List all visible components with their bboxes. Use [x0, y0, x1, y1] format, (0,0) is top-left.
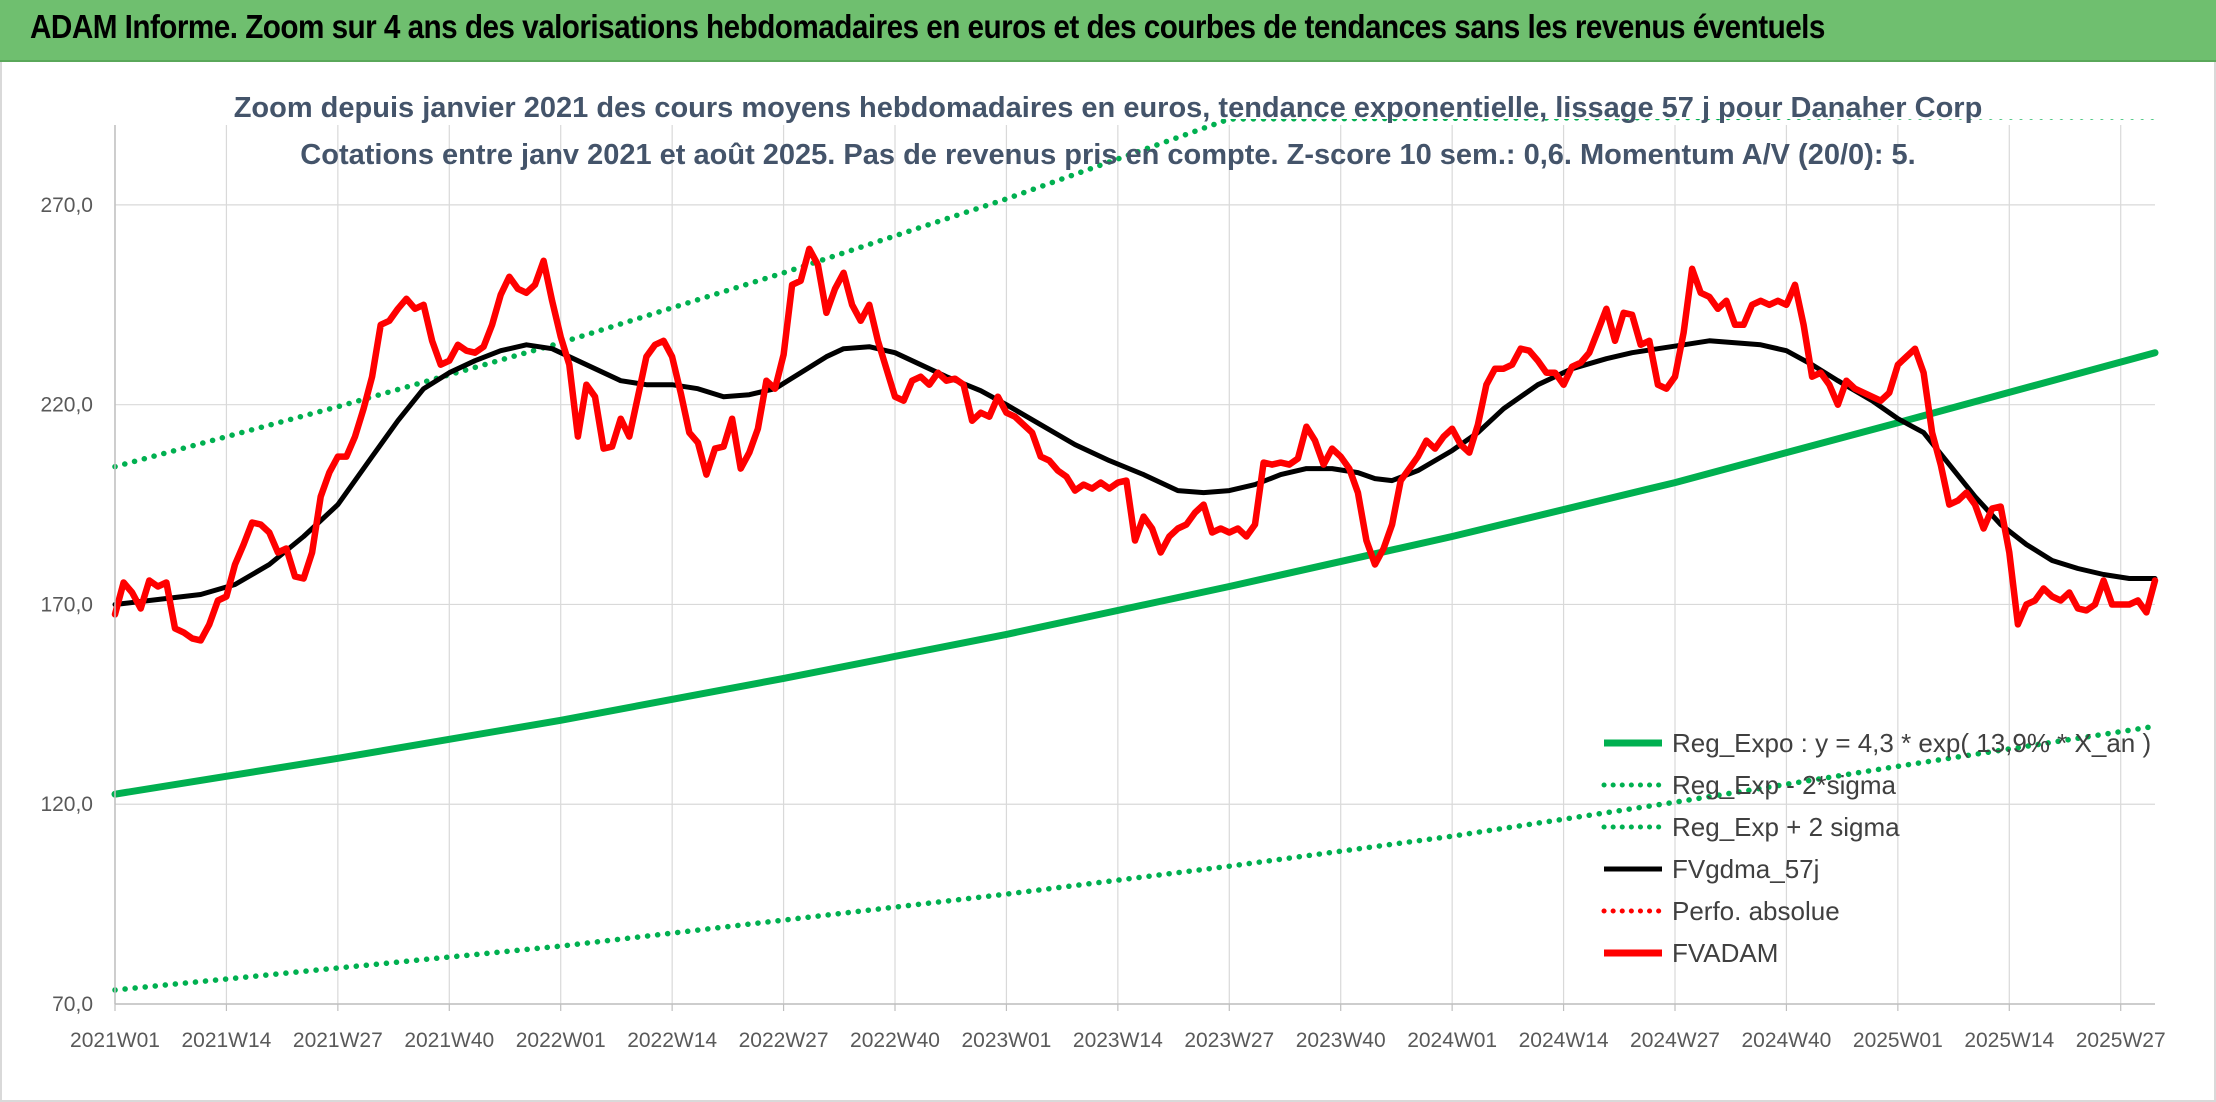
legend-label: Reg_Expo : y = 4,3 * exp( 13,9% * X_an ): [1672, 728, 2151, 758]
legend-label: Reg_Exp + 2 sigma: [1672, 812, 1900, 842]
legend-label: Perfo. absolue: [1672, 896, 1840, 926]
x-tick-label: 2023W40: [1296, 1029, 1386, 1052]
series-line-fvgdma-57j: [112, 338, 2158, 607]
x-tick-label: 2023W27: [1184, 1029, 1274, 1052]
legend-label: Reg_Exp - 2*sigma: [1672, 770, 1897, 800]
legend-item: FVgdma_57j: [1604, 854, 1819, 884]
axes: 2021W01 2021W14 2021W27 2021W40 2022W01 2022W…: [40, 125, 2166, 1052]
y-tick-label: 270,0: [40, 194, 93, 217]
x-tick-label: 2024W01: [1407, 1029, 1497, 1052]
legend-item: Reg_Exp + 2 sigma: [1601, 812, 1900, 842]
y-tick-label: 70,0: [52, 993, 93, 1016]
series-line-fvadam: [111, 245, 2159, 644]
legend-item: Perfo. absolue: [1601, 896, 1840, 926]
x-tick-label: 2025W27: [2076, 1029, 2166, 1052]
x-tick-label: 2023W01: [961, 1029, 1051, 1052]
x-tick-label: 2024W14: [1519, 1029, 1609, 1052]
series-line-reg-exp-minus-2sigma: [112, 723, 2158, 993]
x-tick-label: 2024W27: [1630, 1029, 1720, 1052]
x-tick-label: 2022W40: [850, 1029, 940, 1052]
x-tick-label: 2024W40: [1741, 1029, 1831, 1052]
x-tick-label: 2022W14: [627, 1029, 717, 1052]
header-bar: ADAM Informe. Zoom sur 4 ans des valoris…: [0, 0, 2216, 62]
x-tick-label: 2021W14: [181, 1029, 271, 1052]
chart-title: Zoom depuis janvier 2021 des cours moyen…: [234, 92, 1983, 124]
x-tick-label: 2025W14: [1964, 1029, 2054, 1052]
y-tick-label: 170,0: [40, 593, 93, 616]
y-tick-label: 220,0: [40, 394, 93, 417]
legend-label: FVgdma_57j: [1672, 854, 1819, 884]
y-tick-label: 120,0: [40, 793, 93, 816]
chart-titles: Zoom depuis janvier 2021 des cours moyen…: [234, 92, 1983, 171]
x-tick-label: 2021W40: [404, 1029, 494, 1052]
x-tick-label: 2021W01: [70, 1029, 160, 1052]
legend-item: Reg_Exp - 2*sigma: [1601, 770, 1897, 800]
series-lines: [111, 119, 2159, 993]
x-tick-label: 2022W01: [516, 1029, 606, 1052]
x-tick-label: 2021W27: [293, 1029, 383, 1052]
legend-item: Reg_Expo : y = 4,3 * exp( 13,9% * X_an ): [1604, 728, 2151, 758]
chart-subtitle: Cotations entre janv 2021 et août 2025. …: [300, 139, 1915, 171]
x-tick-label: 2022W27: [739, 1029, 829, 1052]
legend: Reg_Expo : y = 4,3 * exp( 13,9% * X_an )…: [1601, 728, 2151, 968]
legend-item: FVADAM: [1604, 938, 1778, 968]
page-title: ADAM Informe. Zoom sur 4 ans des valoris…: [30, 8, 1825, 45]
legend-label: FVADAM: [1672, 938, 1778, 968]
x-tick-label: 2025W01: [1853, 1029, 1943, 1052]
x-tick-label: 2023W14: [1073, 1029, 1163, 1052]
grid-lines: [114, 125, 2155, 1005]
series-line-reg-expo: [111, 349, 2159, 798]
